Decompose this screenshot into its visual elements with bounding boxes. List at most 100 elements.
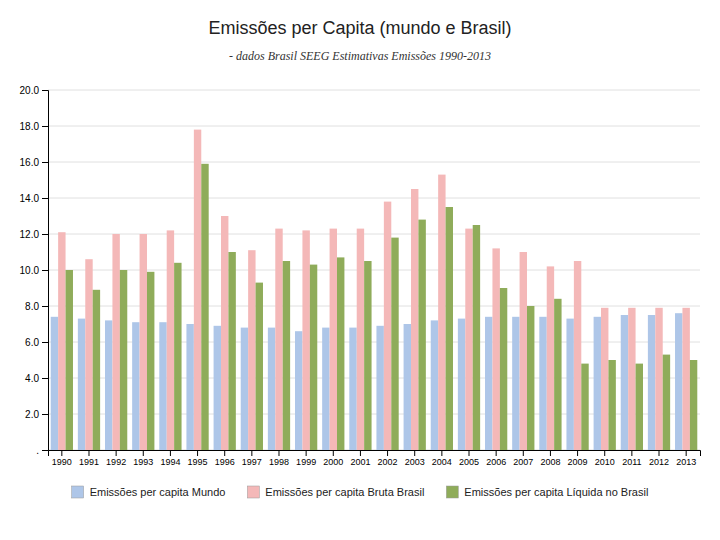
bar — [675, 313, 682, 450]
bar — [384, 202, 391, 450]
bar — [174, 263, 181, 450]
y-tick-label: 6.0 — [25, 337, 39, 348]
bar — [322, 328, 329, 450]
y-tick-mark — [42, 270, 48, 271]
bar — [574, 261, 581, 450]
y-axis: .2.04.06.08.010.012.014.016.018.020.0 — [20, 85, 49, 456]
x-tick-mark — [333, 450, 334, 456]
x-tick-label: 1995 — [188, 457, 208, 467]
y-tick-mark — [42, 414, 48, 415]
y-tick-label: 14.0 — [20, 193, 40, 204]
y-tick-mark — [42, 162, 48, 163]
x-tick-label: 1993 — [133, 457, 153, 467]
y-tick-label: 18.0 — [20, 121, 40, 132]
x-tick-label: 2001 — [350, 457, 370, 467]
y-tick: 6.0 — [25, 337, 48, 348]
bar — [581, 364, 588, 450]
x-tick: 1997 — [242, 450, 262, 467]
y-tick-label: 16.0 — [20, 157, 40, 168]
x-tick: 1992 — [106, 450, 126, 467]
bar — [527, 306, 534, 450]
bar — [636, 364, 643, 450]
bar — [431, 320, 438, 450]
bar — [648, 315, 655, 450]
legend-item: Emissões per capita Mundo — [72, 486, 226, 498]
x-tick-mark — [387, 450, 388, 456]
x-tick-mark — [116, 450, 117, 456]
bar — [228, 252, 235, 450]
y-tick: . — [36, 445, 48, 456]
y-tick: 20.0 — [20, 85, 48, 96]
x-tick-mark — [686, 450, 687, 456]
x-tick-mark — [251, 450, 252, 456]
x-tick-label: 1997 — [242, 457, 262, 467]
x-tick-label: 2013 — [676, 457, 696, 467]
x-tick: 2000 — [323, 450, 343, 467]
x-tick-label: 2012 — [649, 457, 669, 467]
x-tick: 1994 — [160, 450, 180, 467]
grid-line — [48, 126, 700, 127]
x-tick-label: 2004 — [432, 457, 452, 467]
grid-line — [48, 90, 700, 91]
x-tick-mark — [659, 450, 660, 456]
bar — [601, 308, 608, 450]
bar — [248, 250, 255, 450]
bar — [364, 261, 371, 450]
x-tick: 2011 — [622, 450, 641, 467]
bar — [310, 265, 317, 450]
x-tick-label: 1992 — [106, 457, 126, 467]
x-axis-line — [49, 451, 701, 457]
x-tick-label: 2008 — [540, 457, 560, 467]
x-tick-label: 2005 — [459, 457, 479, 467]
bar — [295, 331, 302, 450]
bar-series — [58, 130, 690, 450]
x-tick: 2013 — [676, 450, 696, 467]
x-tick-label: 2003 — [405, 457, 425, 467]
bar — [214, 326, 221, 450]
x-tick: 1996 — [215, 450, 235, 467]
bar — [411, 189, 418, 450]
x-tick-label: 2007 — [513, 457, 533, 467]
x-tick-mark — [441, 450, 442, 456]
y-tick-label: 12.0 — [20, 229, 40, 240]
x-tick-label: 2009 — [568, 457, 588, 467]
bar — [112, 234, 119, 450]
x-tick: 1999 — [296, 450, 316, 467]
bar — [492, 248, 499, 450]
bar — [132, 322, 139, 450]
bar — [376, 326, 383, 450]
x-tick-mark — [306, 450, 307, 456]
x-tick-label: 1996 — [215, 457, 235, 467]
x-tick-label: 2011 — [622, 457, 641, 467]
bar — [105, 320, 112, 450]
x-tick-mark — [550, 450, 551, 456]
x-tick-mark — [360, 450, 361, 456]
x-tick: 2009 — [568, 450, 588, 467]
y-tick-mark — [42, 450, 48, 451]
y-tick-mark — [42, 90, 48, 91]
x-tick: 2004 — [432, 450, 452, 467]
bar — [194, 130, 201, 450]
bar — [147, 272, 154, 450]
y-tick-mark — [42, 198, 48, 199]
x-tick: 2003 — [405, 450, 425, 467]
legend-label: Emissões per capita Líquida no Brasil — [464, 486, 648, 498]
x-tick-mark — [170, 450, 171, 456]
y-tick-label: . — [36, 445, 39, 456]
grid-line — [48, 162, 700, 163]
x-tick-label: 1990 — [52, 457, 72, 467]
x-tick: 2012 — [649, 450, 669, 467]
x-tick: 1995 — [188, 450, 208, 467]
y-tick: 16.0 — [20, 157, 48, 168]
x-tick: 2002 — [378, 450, 398, 467]
bar — [66, 270, 73, 450]
subtitle: - dados Brasil SEEG Estimativas Emissões… — [229, 49, 491, 63]
bar — [391, 238, 398, 450]
legend-label: Emissões per capita Mundo — [90, 486, 226, 498]
bar — [438, 175, 445, 450]
x-tick-label: 2000 — [323, 457, 343, 467]
legend: Emissões per capita Mundo Emissões per ca… — [72, 486, 649, 498]
x-tick: 1990 — [52, 450, 72, 467]
bar — [302, 230, 309, 450]
y-tick-label: 20.0 — [20, 85, 40, 96]
